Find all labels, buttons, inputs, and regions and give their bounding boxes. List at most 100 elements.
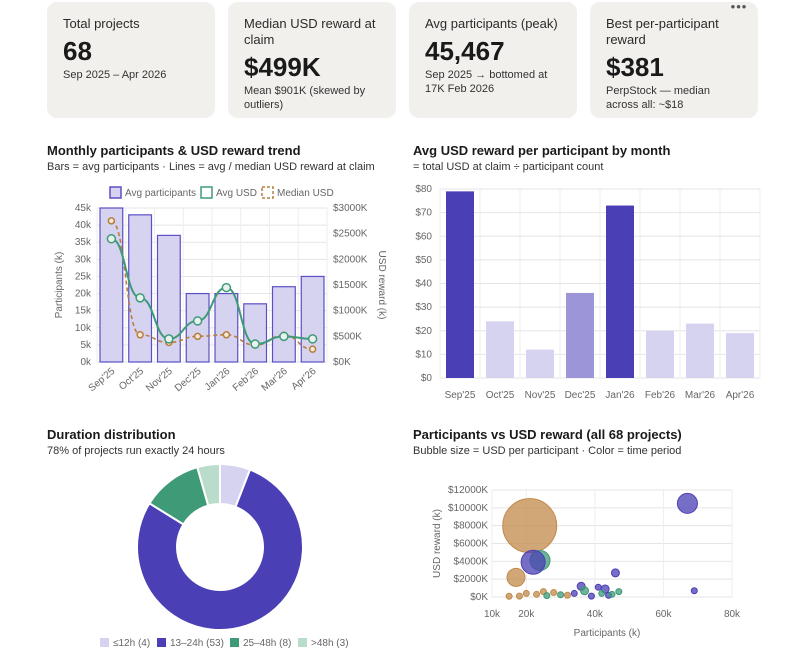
- x-tick-label: 20k: [518, 609, 535, 620]
- x-tick-label: Dec'25: [565, 390, 596, 401]
- bar-avg-participants: [243, 303, 268, 363]
- x-tick-label: Oct'25: [486, 390, 515, 401]
- kpi-label: Median USD reward at claim: [244, 16, 376, 47]
- x-tick-label: Nov'25: [525, 390, 556, 401]
- y-tick-label: $70: [415, 208, 432, 219]
- median-usd-point: [107, 217, 116, 225]
- y-tick-label: $30: [415, 302, 432, 313]
- bubble-point: [598, 589, 606, 597]
- bar-avg-participants: [271, 286, 296, 363]
- trend-chart-subtitle: Bars = avg participants · Lines = avg / …: [47, 161, 375, 173]
- avg-usd-point: [307, 334, 318, 344]
- bar-usd-per-participant: [686, 323, 714, 378]
- legend-swatch: [230, 638, 239, 647]
- x-tick-label: Apr'26: [726, 390, 755, 401]
- avg-usd-point: [250, 339, 260, 349]
- y-right-axis-label: USD reward (k): [376, 251, 387, 320]
- x-tick-label: Mar'26: [685, 390, 716, 401]
- kpi-sub: Mean $901K (skewed by outliers): [244, 85, 366, 111]
- median-usd-point: [222, 331, 231, 339]
- y-right-tick-label: $2000K: [333, 254, 368, 265]
- bar-usd-per-participant: [726, 333, 754, 378]
- x-tick-label: 10k: [484, 609, 501, 620]
- bubble-point: [515, 592, 523, 600]
- y-left-axis-label: Participants (k): [54, 252, 65, 319]
- kpi-sub: Sep 2025 – Apr 2026: [63, 69, 167, 81]
- legend-label: Avg USD: [216, 188, 257, 199]
- bubble-point: [502, 498, 558, 554]
- more-options-icon[interactable]: •••: [730, 0, 748, 14]
- avg-usd-point: [279, 331, 289, 342]
- y-tick-label: $4000K: [454, 556, 489, 567]
- bubble-chart-title: Participants vs USD reward (all 68 proje…: [413, 427, 682, 442]
- kpi-card-median-reward: Median USD reward at claim $499K Mean $9…: [228, 2, 396, 118]
- bar-avg-participants: [214, 292, 239, 363]
- y-left-tick-label: 35k: [75, 237, 92, 248]
- bubble-point: [522, 589, 530, 597]
- x-tick-label: 40k: [587, 609, 604, 620]
- kpi-label: Total projects: [63, 16, 140, 31]
- legend-label: Avg participants: [125, 188, 196, 199]
- y-left-tick-label: 20k: [75, 289, 92, 300]
- per-participant-chart-title: Avg USD reward per participant by month: [413, 143, 671, 158]
- x-tick-label: Feb'26: [645, 390, 676, 401]
- bar-usd-per-participant: [446, 191, 474, 378]
- legend-label: Median USD: [277, 188, 334, 199]
- y-right-tick-label: $0K: [333, 357, 351, 368]
- legend-label: ≤12h (4): [113, 638, 150, 649]
- y-left-tick-label: 30k: [75, 254, 92, 265]
- kpi-card-total-projects: Total projects 68 Sep 2025 – Apr 2026: [47, 2, 215, 118]
- y-left-tick-label: 10k: [75, 323, 92, 334]
- x-tick-label: Jan'26: [605, 390, 635, 401]
- bubble-point: [615, 588, 623, 596]
- y-left-tick-label: 40k: [75, 220, 92, 231]
- kpi-label: Avg participants (peak): [425, 16, 558, 31]
- bubble-point: [505, 592, 513, 600]
- avg-usd-point: [164, 334, 174, 344]
- median-usd-point: [193, 332, 202, 341]
- x-tick-label: 60k: [655, 609, 672, 620]
- bubble-point: [594, 583, 602, 591]
- bubble-point: [563, 591, 571, 599]
- bubble-point: [557, 591, 565, 599]
- bubble-point: [580, 586, 590, 596]
- legend-swatch: [200, 186, 213, 199]
- avg-usd-point: [135, 293, 145, 303]
- bubble-point: [506, 567, 526, 587]
- donut-slice: [136, 468, 304, 631]
- x-tick-label: Sep'25: [445, 390, 476, 401]
- trend-chart-title: Monthly participants & USD reward trend: [47, 143, 301, 158]
- y-tick-label: $60: [415, 231, 432, 242]
- kpi-sub: Sep 2025 → bottomed at 17K Feb 2026: [425, 69, 548, 95]
- y-right-tick-label: $3000K: [333, 203, 368, 214]
- bubble-point: [610, 568, 620, 578]
- donut-slice: [196, 462, 221, 507]
- legend-swatch: [261, 186, 274, 199]
- duration-chart-subtitle: 78% of projects run exactly 24 hours: [47, 445, 225, 457]
- kpi-label: Best per-participant reward: [606, 16, 719, 47]
- x-tick-label: 80k: [724, 609, 741, 620]
- bubble-point: [533, 590, 541, 598]
- y-left-tick-label: 5k: [80, 340, 92, 351]
- y-tick-label: $2000K: [454, 574, 489, 585]
- y-tick-label: $0: [421, 373, 433, 384]
- y-tick-label: $0K: [470, 592, 488, 603]
- bubble-point: [550, 589, 558, 597]
- kpi-value: $381: [606, 52, 664, 82]
- bar-usd-per-participant: [526, 349, 554, 378]
- y-right-tick-label: $2500K: [333, 229, 368, 240]
- median-usd-point: [136, 331, 144, 339]
- kpi-value: 45,467: [425, 36, 505, 66]
- y-tick-label: $8000K: [454, 521, 489, 532]
- kpi-card-avg-participants: Avg participants (peak) 45,467 Sep 2025 …: [409, 2, 577, 118]
- legend-swatch: [100, 638, 109, 647]
- legend-label: >48h (3): [311, 638, 349, 649]
- y-tick-label: $20: [415, 326, 432, 337]
- bar-usd-per-participant: [486, 321, 514, 378]
- kpi-card-best-reward: Best per-participant reward $381 PerpSto…: [590, 2, 758, 118]
- y-tick-label: $80: [415, 184, 432, 195]
